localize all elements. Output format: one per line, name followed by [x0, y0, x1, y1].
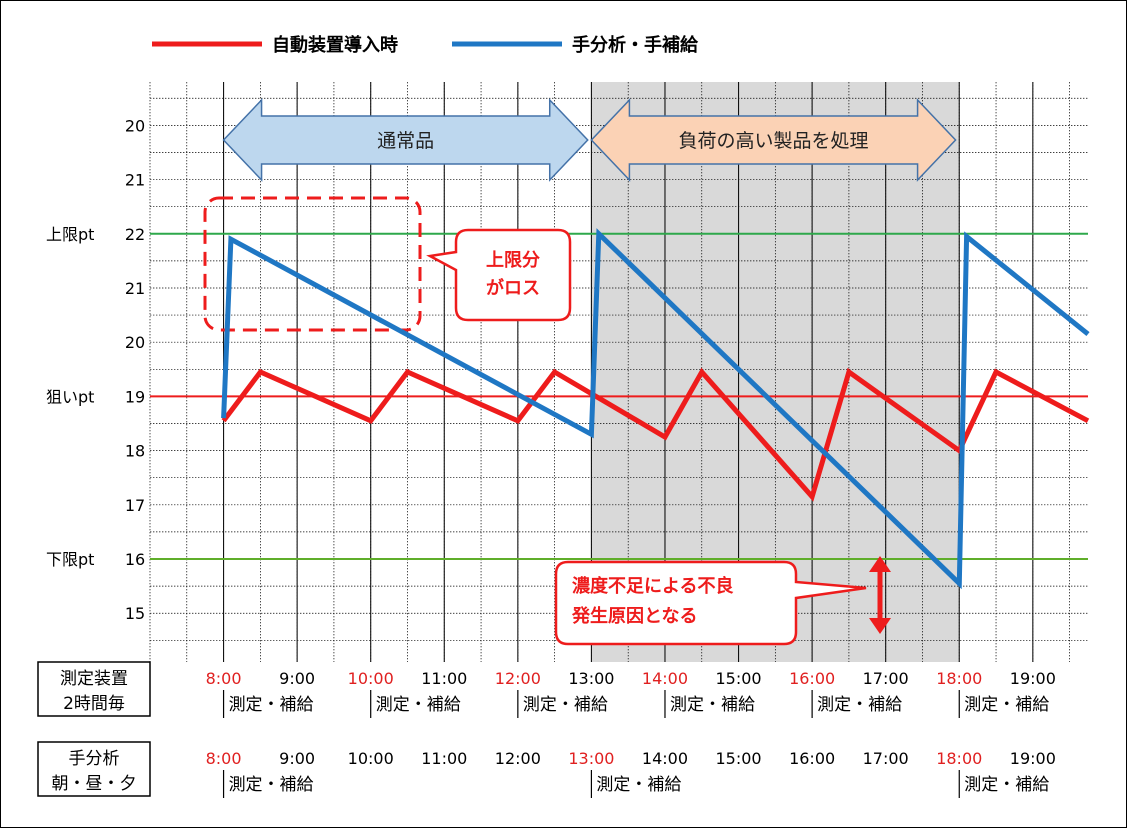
y-tick-label: 21	[125, 171, 145, 190]
row-time-label: 12:00	[495, 669, 541, 688]
banner-arrow-2	[590, 98, 957, 182]
row-time-label: 19:00	[1010, 749, 1056, 768]
row-time-label: 13:00	[568, 749, 614, 768]
row-mark-label: 測定・補給	[596, 775, 681, 795]
legend-label-1: 自動装置導入時	[272, 34, 398, 56]
y-tick-label: 19	[125, 387, 145, 406]
loss-region-box	[203, 196, 422, 332]
row-time-label: 16:00	[789, 669, 835, 688]
row-header-line-1: 測定装置	[60, 669, 128, 689]
row-time-label: 12:00	[495, 749, 541, 768]
y-side-label: 上限pt	[46, 225, 94, 244]
row-time-label: 9:00	[279, 749, 315, 768]
banner-label-2: 負荷の高い製品を処理	[678, 130, 868, 152]
y-tick-label: 15	[125, 604, 145, 623]
legend-label-2: 手分析・手補給	[572, 34, 699, 56]
y-tick-label: 21	[125, 279, 145, 298]
row-time-label: 17:00	[863, 669, 909, 688]
row-time-label: 18:00	[936, 669, 982, 688]
row-header-box-1	[37, 661, 151, 717]
row-time-label: 14:00	[642, 749, 688, 768]
banner-arrow-1	[222, 98, 589, 182]
row-mark-label: 測定・補給	[229, 695, 314, 715]
row-time-label: 15:00	[715, 749, 761, 768]
row-time-label: 8:00	[206, 669, 242, 688]
row-time-label: 10:00	[348, 669, 394, 688]
row-time-label: 13:00	[568, 669, 614, 688]
deficit-arrow-head-up	[869, 556, 891, 572]
callout-loss-bubble	[426, 228, 572, 322]
row-mark-label: 測定・補給	[670, 695, 755, 715]
row-header-line-2: 2時間毎	[63, 694, 125, 714]
deficit-arrow-head-down	[869, 618, 891, 634]
row-header-box-2	[37, 741, 151, 797]
row-mark-label: 測定・補給	[817, 695, 902, 715]
row-header-line-1: 手分析	[69, 749, 120, 769]
y-tick-label: 20	[125, 333, 145, 352]
y-tick-label: 16	[125, 550, 145, 569]
banner-label-1: 通常品	[377, 130, 434, 152]
y-tick-label: 18	[125, 442, 145, 461]
row-mark-label: 測定・補給	[229, 775, 314, 795]
row-time-label: 14:00	[642, 669, 688, 688]
row-mark-label: 測定・補給	[964, 695, 1049, 715]
row-time-label: 19:00	[1010, 669, 1056, 688]
callout-defect-line-2: 発生原因となる	[571, 605, 697, 627]
row-time-label: 8:00	[206, 749, 242, 768]
row-mark-label: 測定・補給	[964, 775, 1049, 795]
row-mark-label: 測定・補給	[523, 695, 608, 715]
callout-loss-line-1: 上限分	[486, 250, 540, 271]
y-tick-label: 22	[125, 225, 145, 244]
row-header-line-2: 朝・昼・夕	[52, 774, 137, 794]
row-time-label: 9:00	[279, 669, 315, 688]
callout-loss-line-2: がロス	[486, 277, 540, 299]
callout-defect-bubble	[554, 560, 867, 646]
y-tick-label: 20	[125, 116, 145, 135]
row-time-label: 15:00	[715, 669, 761, 688]
callout-defect-line-1: 濃度不足による不良	[572, 575, 733, 597]
row-time-label: 11:00	[421, 749, 467, 768]
row-time-label: 16:00	[789, 749, 835, 768]
row-time-label: 10:00	[348, 749, 394, 768]
row-time-label: 17:00	[863, 749, 909, 768]
y-side-label: 狙いpt	[46, 387, 94, 406]
row-time-label: 11:00	[421, 669, 467, 688]
row-mark-label: 測定・補給	[376, 695, 461, 715]
y-side-label: 下限pt	[46, 550, 94, 569]
row-time-label: 18:00	[936, 749, 982, 768]
y-tick-label: 17	[125, 496, 145, 515]
legend: 自動装置導入時 手分析・手補給	[152, 34, 699, 56]
